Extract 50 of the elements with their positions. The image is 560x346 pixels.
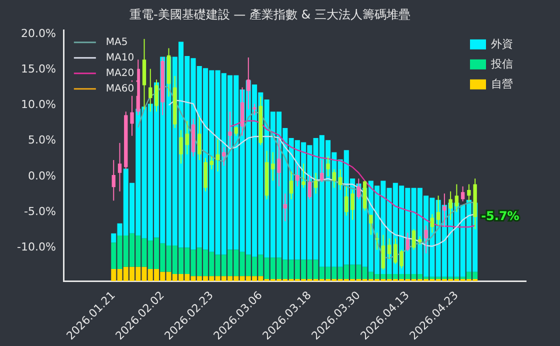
y-tick-label: 15.0% [20, 62, 56, 76]
candlestick [320, 160, 324, 183]
candlestick [387, 238, 392, 260]
candlestick [344, 186, 348, 216]
legend-label: MA60 [106, 83, 134, 94]
candlestick [394, 238, 398, 265]
candlestick [369, 214, 373, 236]
legend-label: 外資 [491, 37, 513, 50]
candlestick [296, 165, 300, 187]
candlestick [338, 168, 342, 190]
legend-label: 自營 [491, 77, 513, 90]
candlestick [467, 184, 471, 202]
y-tick-label: -5.0% [24, 204, 56, 218]
candlestick [148, 68, 152, 112]
chart-title: 重電-美國基礎建設 — 產業指數 & 三大法人籌碼堆疊 [130, 7, 410, 22]
candlestick [222, 146, 226, 166]
y-tick-label: -10.0% [16, 240, 56, 254]
legend-label: MA5 [106, 36, 128, 48]
candlestick [326, 156, 330, 177]
candlestick [412, 228, 416, 250]
candlestick [216, 138, 220, 172]
y-tick-label: 0.0% [28, 169, 56, 182]
candlestick [314, 172, 318, 194]
candlestick [308, 174, 312, 200]
candlestick [406, 232, 410, 252]
candlestick [154, 79, 158, 112]
candlestick [228, 111, 232, 148]
candlestick [283, 193, 287, 222]
y-tick-label: 20.0% [20, 26, 56, 40]
candlestick [375, 232, 379, 250]
candlestick [460, 186, 465, 202]
candlestick [185, 120, 189, 155]
candlestick [302, 163, 306, 188]
candlestick [246, 56, 250, 110]
candlestick [289, 170, 294, 200]
candlestick [271, 152, 275, 182]
candlestick [332, 168, 336, 188]
candlestick [198, 116, 202, 161]
y-tick-label: 10.0% [20, 98, 56, 112]
legend-label: 投信 [490, 57, 513, 70]
legend-label: MA20 [106, 68, 134, 79]
text: -5.7% [481, 209, 520, 224]
candlestick [118, 142, 122, 192]
candlestick [252, 103, 256, 116]
candlestick [430, 214, 434, 234]
candlestick [400, 249, 404, 269]
y-tick-label: 5.0% [28, 134, 56, 147]
candlestick [356, 178, 361, 200]
legend-label: MA10 [106, 52, 134, 64]
candlestick [179, 130, 183, 164]
